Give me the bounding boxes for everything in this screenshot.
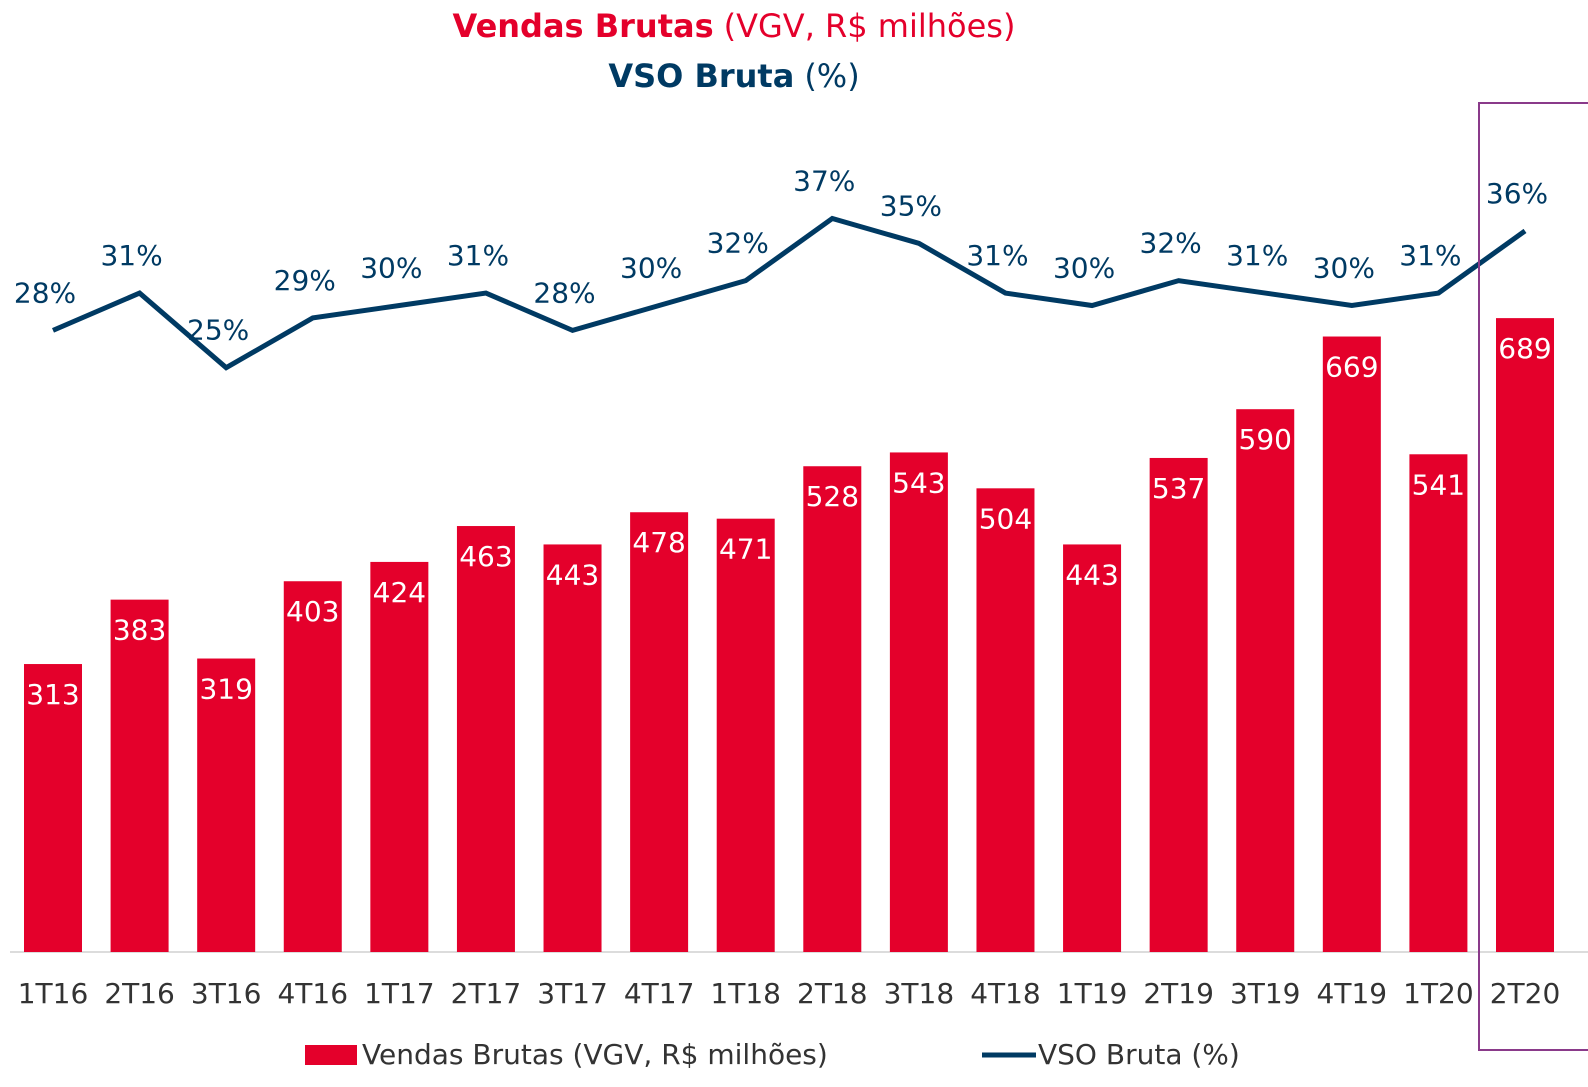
x-tick-label: 1T20 [1403, 977, 1474, 1010]
bar [370, 561, 429, 952]
bar [456, 526, 515, 952]
bar [1496, 318, 1554, 952]
bar-label: 541 [1412, 468, 1465, 501]
line-label: 30% [360, 252, 422, 285]
bar-label: 443 [1065, 558, 1118, 591]
x-tick-label: 3T19 [1230, 977, 1301, 1010]
bar-label: 543 [892, 466, 945, 499]
legend-label: VSO Bruta (%) [1038, 1038, 1240, 1071]
x-tick-label: 2T20 [1490, 977, 1561, 1010]
bar [197, 658, 256, 952]
title-bold: Vendas Brutas [453, 7, 714, 45]
bar [630, 512, 689, 952]
line-label: 31% [1399, 239, 1461, 272]
x-tick-label: 1T19 [1057, 977, 1128, 1010]
line-label: 29% [274, 264, 336, 297]
line-label: 31% [1226, 239, 1288, 272]
line-label: 30% [1053, 252, 1115, 285]
bar-label: 424 [373, 576, 426, 609]
x-tick-label: 4T17 [624, 977, 695, 1010]
bar-label: 528 [806, 480, 859, 513]
bar [543, 544, 602, 952]
line [52, 215, 1527, 371]
bar [1063, 544, 1122, 952]
bar [976, 488, 1035, 952]
line-label: 31% [966, 239, 1028, 272]
line-label: 28% [14, 276, 76, 309]
x-tick-label: 4T18 [970, 977, 1041, 1010]
chart-title: Vendas Brutas (VGV, R$ milhões) [453, 7, 1016, 45]
bar [1322, 336, 1381, 952]
x-tick-label: 2T18 [797, 977, 868, 1010]
line-label: 31% [100, 239, 162, 272]
bar-label: 463 [459, 540, 512, 573]
bar-label: 313 [26, 678, 79, 711]
bar-label: 590 [1239, 423, 1292, 456]
bar-label: 669 [1325, 351, 1378, 384]
bar [1236, 409, 1295, 952]
highlight-box [1478, 102, 1588, 1051]
bar [1409, 454, 1468, 952]
bar-label: 689 [1498, 332, 1551, 365]
bar-label: 537 [1152, 472, 1205, 505]
legend-swatch [305, 1045, 357, 1065]
x-tick-label: 4T19 [1317, 977, 1388, 1010]
x-tick-label: 2T16 [104, 977, 175, 1010]
bar [803, 466, 862, 952]
line-label: 32% [707, 227, 769, 260]
line-label: 35% [880, 189, 942, 222]
x-tick-label: 3T16 [191, 977, 262, 1010]
x-tick-label: 4T16 [277, 977, 348, 1010]
x-tick-label: 3T17 [537, 977, 608, 1010]
bar [716, 518, 775, 952]
bar [24, 664, 82, 952]
x-tick-label: 3T18 [884, 977, 955, 1010]
bar-label: 383 [113, 614, 166, 647]
line-label: 36% [1486, 177, 1548, 210]
bar [1149, 457, 1208, 952]
bar-label: 504 [979, 502, 1032, 535]
bar-label: 443 [546, 558, 599, 591]
legend-label: Vendas Brutas (VGV, R$ milhões) [362, 1038, 828, 1071]
bar [283, 581, 342, 952]
line-label: 28% [533, 276, 595, 309]
bar [110, 599, 169, 952]
bar-label: 403 [286, 595, 339, 628]
line-label: 32% [1140, 227, 1202, 260]
x-tick-label: 1T18 [710, 977, 781, 1010]
x-tick-label: 1T17 [364, 977, 435, 1010]
line-label: 37% [793, 164, 855, 197]
x-tick-label: 2T17 [451, 977, 522, 1010]
title-normal: (VGV, R$ milhões) [724, 7, 1016, 45]
bar-label: 471 [719, 533, 772, 566]
line-label: 31% [447, 239, 509, 272]
x-tick-label: 1T16 [18, 977, 89, 1010]
bar-label: 478 [632, 526, 685, 559]
line-label: 30% [620, 252, 682, 285]
x-tick-label: 2T19 [1143, 977, 1214, 1010]
line-label: 30% [1313, 252, 1375, 285]
bar-label: 319 [199, 673, 252, 706]
title-bold: VSO Bruta [608, 57, 794, 95]
chart-subtitle: VSO Bruta (%) [608, 57, 859, 95]
title-normal: (%) [804, 57, 859, 95]
bar [889, 452, 948, 952]
